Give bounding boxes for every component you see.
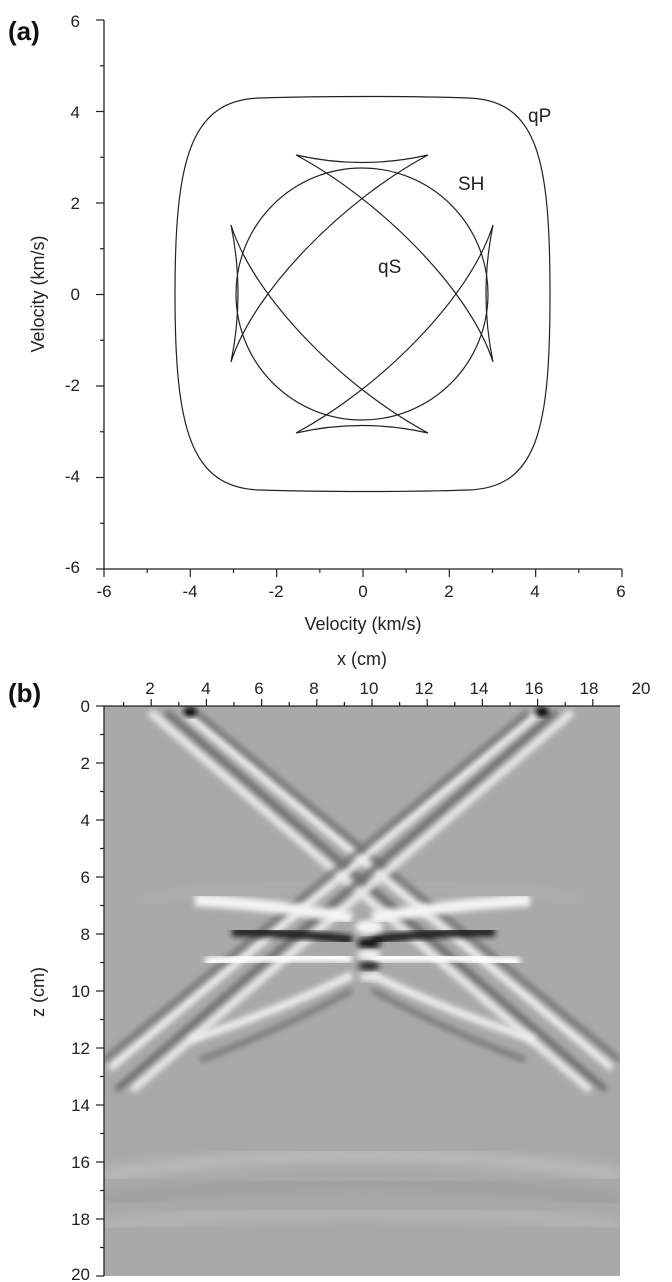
y-tick-label: -4 (65, 467, 80, 486)
panel-b-label: (b) (8, 678, 41, 708)
panel-a-x-tick-labels: -6 -4 -2 0 2 4 6 (96, 582, 625, 601)
panel-a-y-tick-labels: 6 4 2 0 -2 -4 -6 (65, 12, 80, 577)
y-tick-label: 6 (71, 12, 80, 31)
panel-a: (a) 6 4 2 0 -2 -4 -6 -6 -4 -2 0 2 4 6 Ve… (8, 12, 626, 634)
wavefield-image (104, 706, 620, 1276)
panel-a-ticks (96, 19, 623, 577)
panel-a-label: (a) (8, 16, 40, 46)
y-tick-label: 12 (71, 1039, 90, 1058)
y-tick-label: 0 (71, 285, 80, 304)
qs-curve (230, 154, 494, 434)
x-tick-label: 12 (415, 679, 434, 698)
x-tick-label: 6 (254, 679, 263, 698)
y-axis-title: z (cm) (28, 967, 48, 1017)
y-tick-label: -2 (65, 376, 80, 395)
x-tick-label: -6 (96, 582, 111, 601)
x-axis-title: x (cm) (337, 649, 387, 669)
sh-label: SH (458, 174, 484, 195)
y-tick-label: 14 (71, 1096, 90, 1115)
x-tick-label: 16 (525, 679, 544, 698)
y-tick-label: 10 (71, 982, 90, 1001)
qp-curve (174, 95, 551, 493)
y-tick-label: 4 (71, 103, 80, 122)
y-tick-label: 0 (81, 697, 90, 716)
y-tick-label: 4 (81, 811, 90, 830)
x-tick-label: 4 (530, 582, 539, 601)
y-tick-label: 8 (81, 925, 90, 944)
x-tick-label: 20 (632, 679, 651, 698)
qs-label: qS (378, 257, 401, 278)
x-tick-label: 6 (616, 582, 625, 601)
x-tick-label: 8 (309, 679, 318, 698)
panel-b-x-tick-labels: 2 4 6 8 10 12 14 16 18 20 (145, 679, 650, 698)
qp-label: qP (528, 106, 551, 127)
x-tick-label: 14 (470, 679, 489, 698)
x-tick-label: 2 (145, 679, 154, 698)
x-tick-label: 10 (360, 679, 379, 698)
y-tick-label: -6 (65, 558, 80, 577)
y-tick-label: 2 (81, 754, 90, 773)
x-axis-title: Velocity (km/s) (304, 614, 421, 634)
x-tick-label: 4 (201, 679, 210, 698)
y-tick-label: 18 (71, 1210, 90, 1229)
y-axis-title: Velocity (km/s) (28, 235, 48, 352)
y-tick-label: 6 (81, 868, 90, 887)
y-tick-label: 2 (71, 194, 80, 213)
x-tick-label: -2 (268, 582, 283, 601)
sh-curve (235, 167, 489, 421)
panel-b: (b) (8, 649, 650, 1282)
x-tick-label: 0 (358, 582, 367, 601)
x-tick-label: 18 (580, 679, 599, 698)
x-tick-label: -4 (182, 582, 197, 601)
panel-b-ticks (96, 699, 594, 1277)
x-tick-label: 2 (444, 582, 453, 601)
panel-b-y-tick-labels: 0 2 4 6 8 10 12 14 16 18 20 (71, 697, 90, 1282)
y-tick-label: 16 (71, 1153, 90, 1172)
y-tick-label: 20 (71, 1265, 90, 1282)
